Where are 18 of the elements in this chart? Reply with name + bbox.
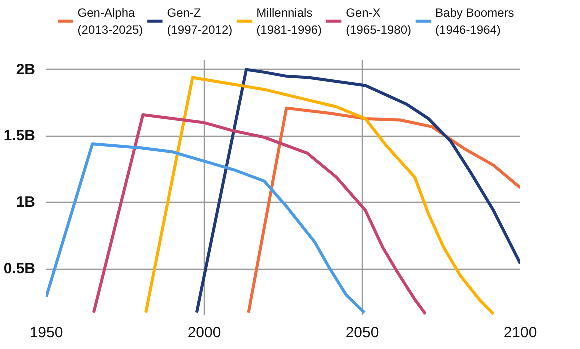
y-tick-label: 0.5B [4,260,36,278]
line-series [144,76,496,316]
line-series [92,113,428,316]
y-tick-label: 1.5B [4,128,36,145]
legend-label: Gen-Z (1997-2012) [167,6,233,37]
line-series [247,106,520,314]
y-tick-label: 2B [16,61,36,78]
line-series [195,68,520,314]
x-tick-label: 2000 [188,324,222,342]
legend-label: Gen-Alpha (2013-2025) [78,6,144,37]
y-tick-label: 1B [16,194,36,212]
legend-label: Millennials (1981-1996) [256,6,322,37]
legend-label: Gen-X (1965-1980) [346,6,412,37]
x-tick-label: 1950 [30,324,64,342]
x-tick-label: 2100 [504,324,538,342]
line-series [46,142,366,314]
x-tick-label: 2050 [346,324,380,342]
legend-label: Baby Boomers (1946-1964) [436,6,514,37]
